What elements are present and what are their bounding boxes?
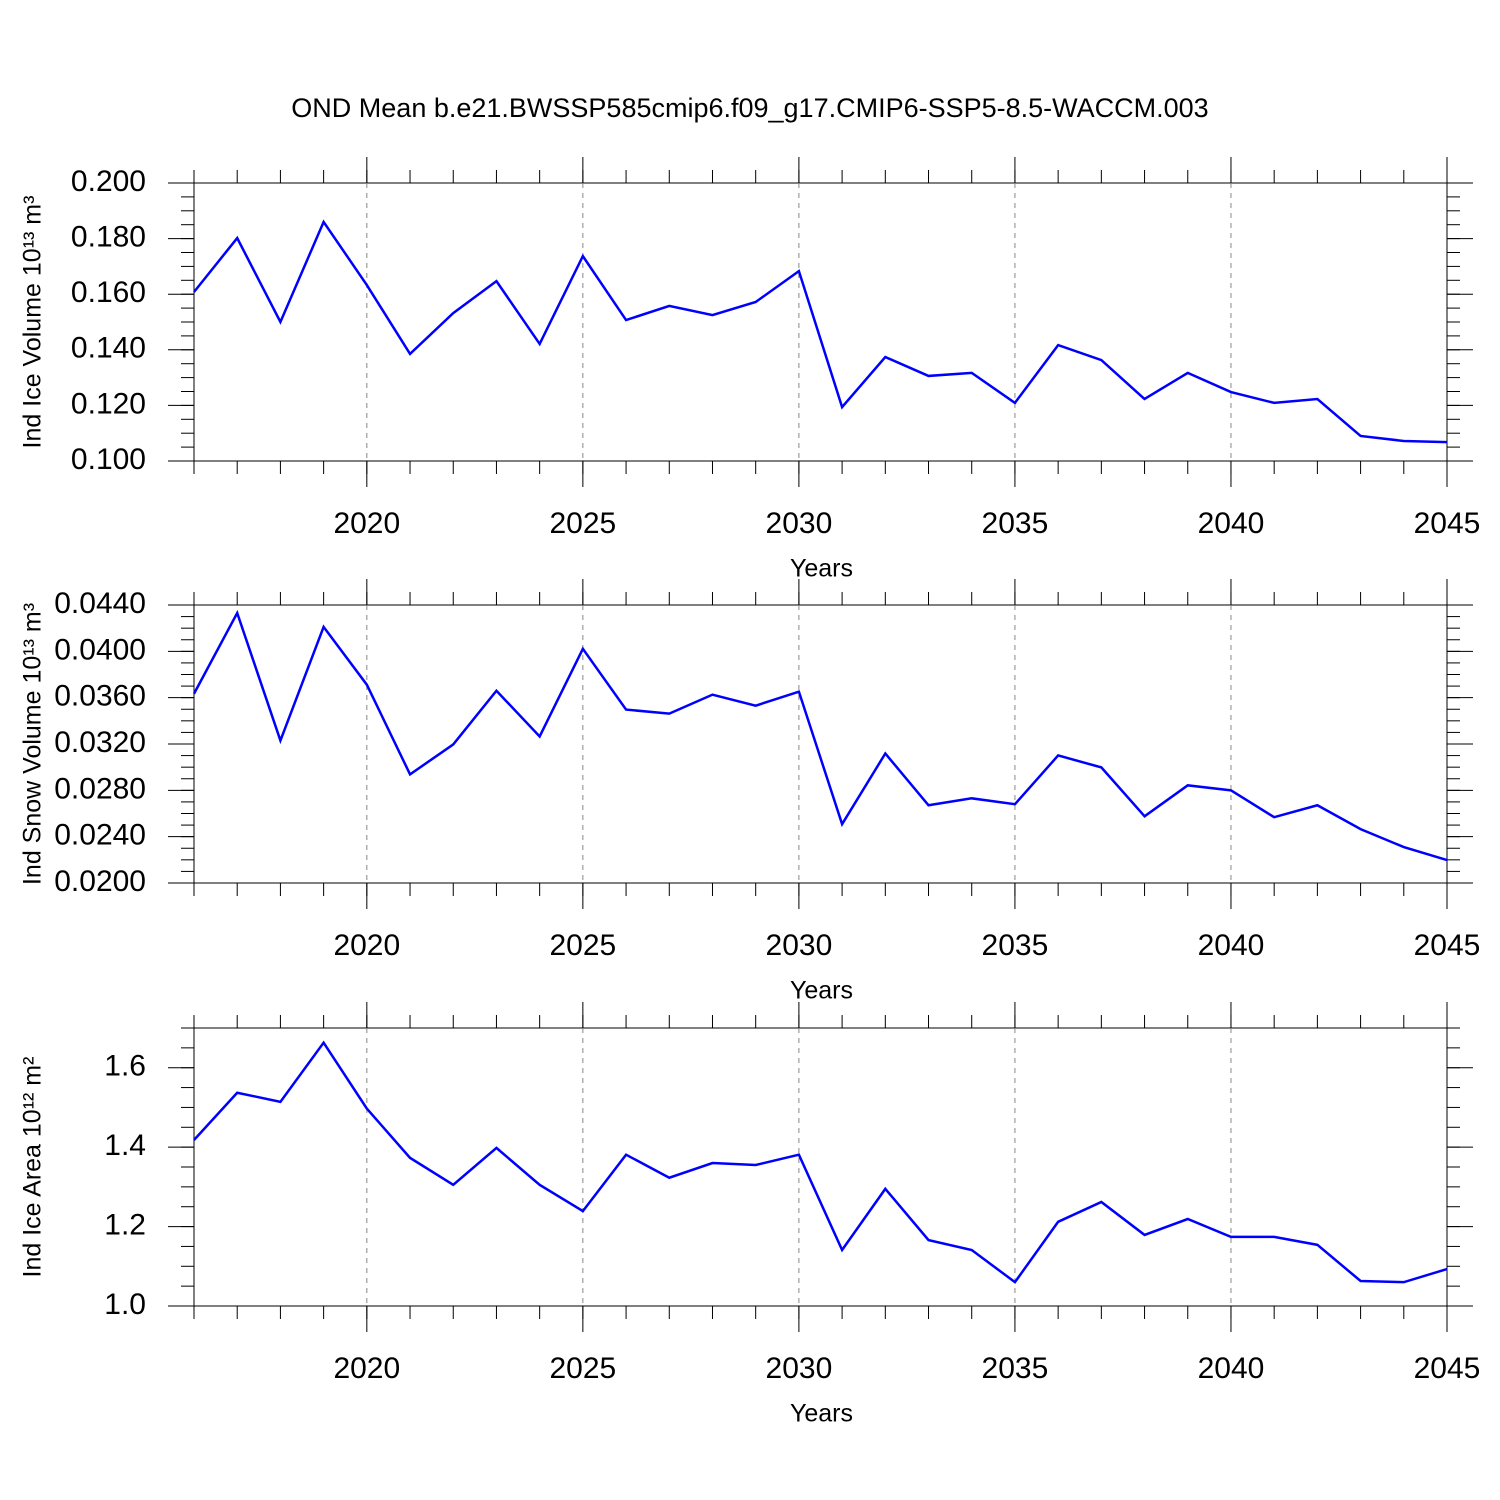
x-tick-label: 2035 — [982, 1352, 1049, 1385]
panel: 2020 2025 2030 2035 2040 2045 0.0200 0.0240 0.02… — [19, 579, 1481, 1005]
y-tick-label: 0.0360 — [54, 680, 146, 713]
y-tick-label: 0.0440 — [54, 587, 146, 620]
y-tick-label: 0.0240 — [54, 819, 146, 852]
y-axis-label: Ind Ice Volume 10¹³ m³ — [19, 196, 47, 449]
x-tick-label: 2025 — [549, 1352, 616, 1385]
y-tick-label: 0.140 — [71, 332, 146, 365]
x-axis-label: Years — [790, 1400, 853, 1428]
x-tick-label: 2045 — [1414, 507, 1481, 540]
x-tick-label: 2030 — [766, 1352, 833, 1385]
y-tick-label: 0.0320 — [54, 726, 146, 759]
y-tick-label: 0.160 — [71, 276, 146, 309]
panel: 2020 2025 2030 2035 2040 2045 1.0 1.2 1.4 1.6 Year… — [19, 1002, 1481, 1428]
x-tick-label: 2020 — [333, 507, 400, 540]
y-tick-label: 0.0280 — [54, 772, 146, 805]
y-tick-label: 0.0400 — [54, 633, 146, 666]
panel: 2020 2025 2030 2035 2040 2045 0.100 0.120 0.140 0… — [19, 157, 1481, 583]
y-tick-label: 1.4 — [104, 1129, 146, 1162]
x-axis-label: Years — [790, 555, 853, 583]
data-line — [193, 1040, 1448, 1284]
y-tick-label: 0.0200 — [54, 865, 146, 898]
y-axis-label: Ind Snow Volume 10¹³ m³ — [19, 603, 47, 885]
x-tick-label: 2045 — [1414, 929, 1481, 962]
x-axis-label: Years — [790, 977, 853, 1005]
x-tick-label: 2030 — [766, 929, 833, 962]
plot-frame — [193, 604, 1448, 884]
y-tick-label: 0.200 — [71, 165, 146, 198]
y-tick-label: 0.120 — [71, 387, 146, 420]
figure-title: OND Mean b.e21.BWSSP585cmip6.f09_g17.CMI… — [291, 93, 1208, 123]
x-tick-label: 2040 — [1198, 507, 1265, 540]
y-tick-label: 0.180 — [71, 221, 146, 254]
data-line — [193, 219, 1448, 444]
y-tick-label: 1.0 — [104, 1288, 146, 1321]
x-tick-label: 2025 — [549, 929, 616, 962]
plot-frame — [193, 182, 1448, 462]
x-tick-label: 2045 — [1414, 1352, 1481, 1385]
x-tick-label: 2020 — [333, 929, 400, 962]
x-tick-label: 2020 — [333, 1352, 400, 1385]
data-line — [192, 609, 1448, 862]
x-tick-label: 2035 — [982, 507, 1049, 540]
y-tick-label: 1.6 — [104, 1050, 146, 1083]
x-tick-label: 2030 — [766, 507, 833, 540]
plot-frame — [193, 1027, 1448, 1307]
x-tick-label: 2035 — [982, 929, 1049, 962]
y-tick-label: 1.2 — [104, 1208, 146, 1241]
x-tick-label: 2025 — [549, 507, 616, 540]
y-tick-label: 0.100 — [71, 443, 146, 476]
x-tick-label: 2040 — [1198, 929, 1265, 962]
y-axis-label: Ind Ice Area 10¹² m² — [19, 1057, 47, 1278]
x-tick-label: 2040 — [1198, 1352, 1265, 1385]
